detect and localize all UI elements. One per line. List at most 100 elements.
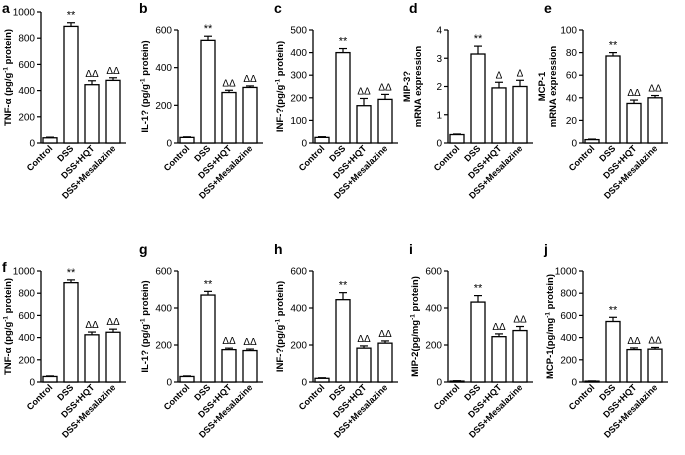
y-tick-label: 600	[18, 311, 35, 322]
y-tick-label: 0	[571, 139, 577, 150]
y-tick-label: 200	[18, 355, 35, 366]
panel-letter: j	[543, 241, 548, 257]
bar-dss	[605, 320, 621, 383]
y-tick-label: 100	[560, 26, 577, 37]
significance-marker: ΔΔ	[106, 66, 120, 77]
y-tick-label: 400	[560, 333, 577, 344]
y-tick-label: 0	[571, 378, 577, 389]
bar-dss-hqt	[356, 105, 372, 144]
y-tick-label: 200	[290, 93, 307, 104]
significance-marker: Δ	[517, 68, 524, 79]
y-tick-label: 0	[29, 378, 35, 389]
y-axis-label-part: protein)	[140, 40, 151, 78]
y-axis-label-part: -1	[275, 78, 282, 84]
significance-marker: **	[204, 23, 213, 35]
y-tick-label: 600	[425, 267, 442, 278]
y-tick-label: 400	[155, 63, 172, 74]
bar-dss-hqt	[221, 348, 237, 383]
y-tick-label: 60	[566, 71, 578, 82]
y-tick-label: 400	[290, 304, 307, 315]
significance-marker: **	[67, 267, 76, 279]
bar-dss-hqt	[491, 87, 507, 144]
y-tick-label: 200	[425, 341, 442, 352]
y-axis-label: INF-?(pg/g-1 protein)	[275, 41, 287, 132]
bar-control	[314, 136, 330, 144]
bar-dss-hqt	[491, 336, 507, 383]
bar-dss	[470, 53, 486, 144]
bar-dss-hqt	[626, 348, 642, 383]
bar-dss-hqt	[356, 347, 372, 383]
significance-marker: **	[339, 280, 348, 292]
bar-dss	[335, 299, 351, 383]
y-axis-label-line: mRNA expression	[413, 46, 424, 128]
significance-marker: ΔΔ	[357, 86, 371, 97]
panel-letter: c	[274, 0, 282, 16]
y-tick-label: 600	[560, 311, 577, 322]
y-axis-label-part: protein)	[545, 274, 556, 312]
significance-marker: ΔΔ	[627, 88, 641, 99]
y-axis-label-part: protein)	[140, 280, 151, 318]
bar-dss-mesalazine	[512, 85, 528, 144]
significance-marker: ΔΔ	[648, 335, 662, 346]
bar-dss	[470, 301, 486, 383]
y-tick-label: 1000	[13, 267, 36, 278]
y-tick-label: 300	[290, 71, 307, 82]
significance-marker: **	[609, 304, 618, 316]
panel-letter: e	[544, 0, 552, 16]
y-axis-label: TNF-α (pg/g-1 protein)	[3, 278, 15, 375]
bar-dss-hqt	[84, 334, 100, 383]
y-axis-label: IL-1? (pg/g-1 protein)	[140, 280, 152, 372]
bar-dss	[200, 294, 216, 383]
y-tick-label: 100	[290, 116, 307, 127]
panel-letter: a	[2, 0, 10, 16]
bar-dss-mesalazine	[242, 349, 258, 383]
y-axis-label-part: INF-?(pg/g	[275, 324, 286, 372]
y-axis-label-part: -1	[3, 316, 10, 322]
bar-control	[449, 133, 465, 144]
bar-dss-mesalazine	[377, 98, 393, 144]
y-tick-label: 2	[436, 82, 442, 93]
significance-marker: **	[204, 278, 213, 290]
bar-dss	[63, 282, 79, 383]
y-tick-label: 4	[436, 26, 442, 37]
y-tick-label: 0	[301, 378, 307, 389]
y-tick-label: 40	[566, 93, 578, 104]
panel-letter: b	[139, 0, 148, 16]
y-axis-label-part: -1	[3, 67, 10, 73]
significance-marker: ΔΔ	[492, 322, 506, 333]
y-tick-label: 800	[18, 34, 35, 45]
bar-dss-mesalazine	[647, 348, 663, 383]
bar-dss-hqt	[84, 84, 100, 144]
y-axis-label-part: TNF-α (pg/g	[3, 73, 14, 127]
y-axis-label-part: -1	[410, 314, 417, 320]
panel-letter: f	[2, 259, 7, 275]
significance-marker: ΔΔ	[648, 84, 662, 95]
significance-marker: **	[474, 33, 483, 45]
significance-marker: ΔΔ	[222, 78, 236, 89]
y-tick-label: 400	[155, 304, 172, 315]
y-axis-label-part: -1	[275, 318, 282, 324]
y-tick-label: 600	[155, 267, 172, 278]
bar-control	[42, 137, 58, 144]
significance-marker: ΔΔ	[357, 334, 371, 345]
panel-letter: h	[274, 241, 283, 257]
y-tick-label: 1000	[13, 8, 36, 19]
y-axis-label: MCP-1(pg/mg-1 protein)	[545, 274, 557, 379]
bar-dss	[335, 51, 351, 144]
y-axis-label: INF-?(pg/g-1 protein)	[275, 281, 287, 372]
y-tick-label: 0	[436, 139, 442, 150]
bar-dss-mesalazine	[512, 329, 528, 383]
y-tick-label: 800	[18, 289, 35, 300]
y-axis-label-part: -1	[140, 78, 147, 84]
bar-dss-hqt	[221, 91, 237, 144]
significance-marker: **	[67, 10, 76, 22]
y-axis-label-part: protein)	[3, 29, 14, 67]
y-axis-label-line: MCP-1	[537, 71, 548, 101]
